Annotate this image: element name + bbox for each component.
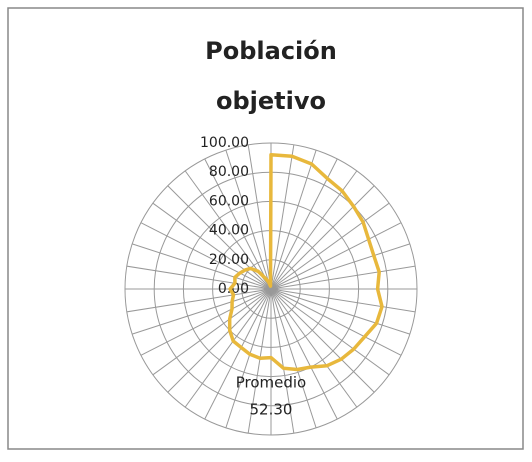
y-tick-label: 40.00 (209, 223, 249, 239)
annotation: Promedio (236, 374, 307, 392)
spoke (270, 288, 390, 376)
spoke (184, 288, 272, 408)
spoke (126, 265, 272, 290)
spoke (167, 185, 272, 290)
spoke (270, 243, 411, 290)
spoke (152, 288, 272, 376)
spoke (270, 288, 416, 313)
spoke (140, 288, 272, 356)
chart-title: Población objetivo (205, 37, 337, 115)
spoke (270, 288, 317, 429)
spoke (140, 222, 272, 290)
spoke (270, 288, 375, 393)
spoke (247, 144, 272, 290)
y-tick-label: 60.00 (209, 193, 249, 209)
y-tick-label: 100.00 (200, 135, 249, 151)
series-line (227, 152, 384, 372)
y-tick-label: 80.00 (209, 164, 249, 180)
spoke (270, 185, 375, 290)
spoke (270, 288, 295, 434)
spoke (152, 202, 272, 290)
spoke (167, 288, 272, 393)
spoke (270, 222, 402, 290)
spoke (131, 288, 272, 335)
spoke (270, 202, 390, 290)
spoke (270, 288, 411, 335)
spoke (126, 288, 272, 313)
spoke (270, 149, 317, 290)
spoke (204, 288, 272, 420)
y-tick-label: 0.00 (218, 281, 249, 297)
spoke (225, 149, 272, 290)
spoke (270, 288, 338, 420)
spoke (270, 158, 338, 290)
annotation: 52.30 (250, 401, 293, 419)
spoke (204, 158, 272, 290)
y-tick-label: 20.00 (209, 252, 249, 268)
spoke (270, 288, 402, 356)
spoke (270, 144, 295, 290)
spoke (247, 288, 272, 434)
spoke (270, 288, 358, 408)
spoke (270, 265, 416, 290)
spoke (131, 243, 272, 290)
spoke (225, 288, 272, 429)
chart-frame (7, 7, 524, 450)
